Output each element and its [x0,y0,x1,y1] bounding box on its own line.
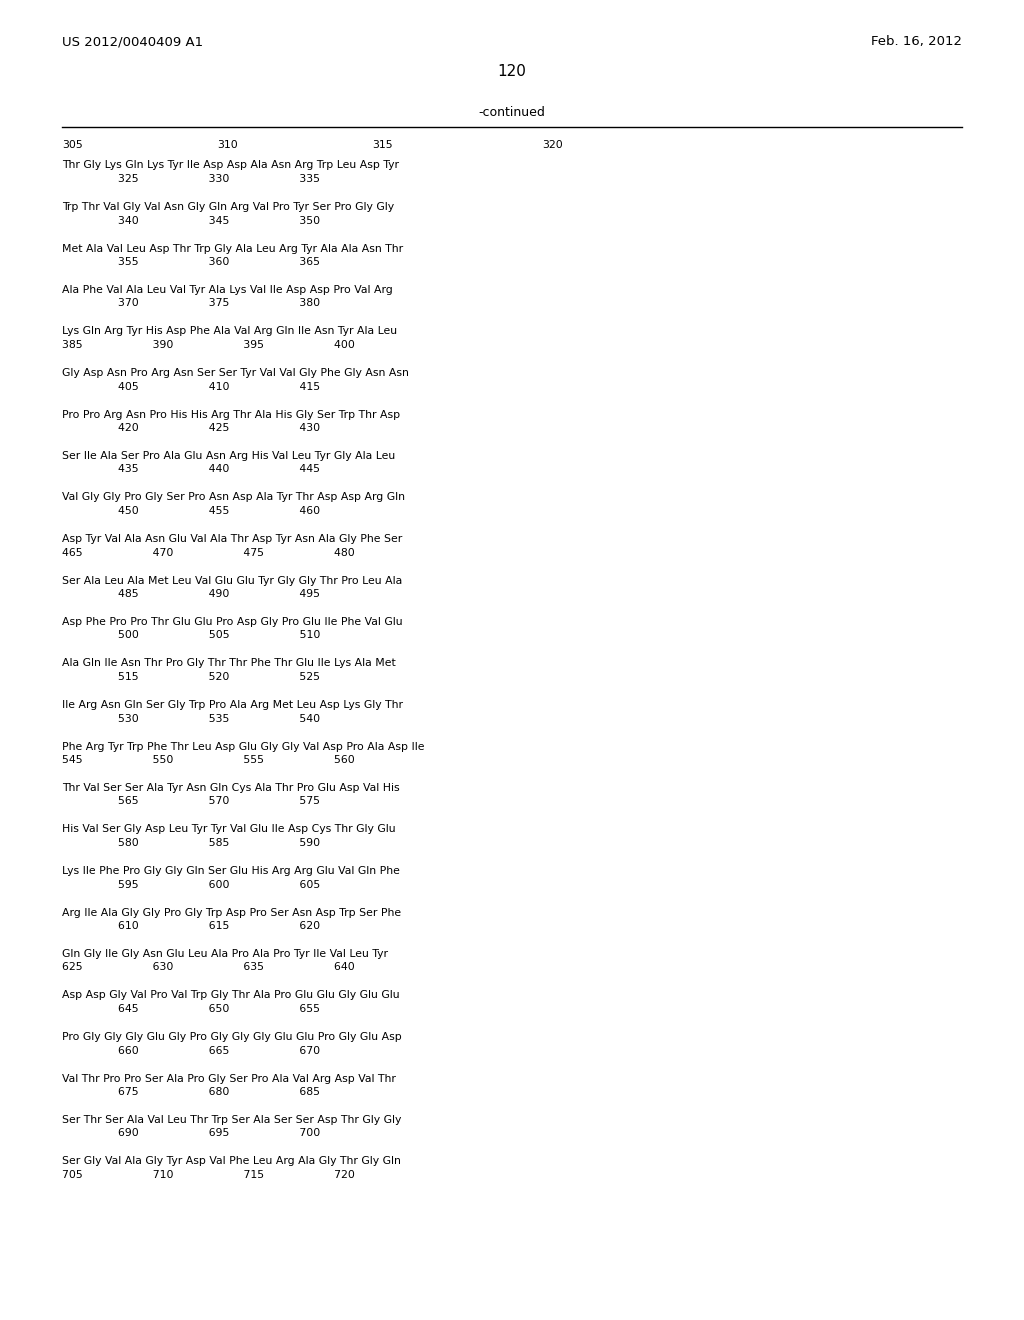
Text: 515                    520                    525: 515 520 525 [62,672,319,682]
Text: Asp Phe Pro Pro Thr Glu Glu Pro Asp Gly Pro Glu Ile Phe Val Glu: Asp Phe Pro Pro Thr Glu Glu Pro Asp Gly … [62,616,402,627]
Text: 645                    650                    655: 645 650 655 [62,1005,319,1014]
Text: Met Ala Val Leu Asp Thr Trp Gly Ala Leu Arg Tyr Ala Ala Asn Thr: Met Ala Val Leu Asp Thr Trp Gly Ala Leu … [62,243,403,253]
Text: 450                    455                    460: 450 455 460 [62,506,321,516]
Text: 315: 315 [372,140,392,150]
Text: 690                    695                    700: 690 695 700 [62,1129,321,1138]
Text: 325                    330                    335: 325 330 335 [62,174,319,183]
Text: 305: 305 [62,140,83,150]
Text: Pro Gly Gly Gly Glu Gly Pro Gly Gly Gly Glu Glu Pro Gly Glu Asp: Pro Gly Gly Gly Glu Gly Pro Gly Gly Gly … [62,1032,401,1041]
Text: Arg Ile Ala Gly Gly Pro Gly Trp Asp Pro Ser Asn Asp Trp Ser Phe: Arg Ile Ala Gly Gly Pro Gly Trp Asp Pro … [62,908,401,917]
Text: 465                    470                    475                    480: 465 470 475 480 [62,548,354,557]
Text: 485                    490                    495: 485 490 495 [62,589,319,599]
Text: 385                    390                    395                    400: 385 390 395 400 [62,341,355,350]
Text: 500                    505                    510: 500 505 510 [62,631,321,640]
Text: Ser Gly Val Ala Gly Tyr Asp Val Phe Leu Arg Ala Gly Thr Gly Gln: Ser Gly Val Ala Gly Tyr Asp Val Phe Leu … [62,1156,400,1167]
Text: Lys Ile Phe Pro Gly Gly Gln Ser Glu His Arg Arg Glu Val Gln Phe: Lys Ile Phe Pro Gly Gly Gln Ser Glu His … [62,866,400,876]
Text: 340                    345                    350: 340 345 350 [62,215,321,226]
Text: 660                    665                    670: 660 665 670 [62,1045,321,1056]
Text: Thr Val Ser Ser Ala Tyr Asn Gln Cys Ala Thr Pro Glu Asp Val His: Thr Val Ser Ser Ala Tyr Asn Gln Cys Ala … [62,783,399,793]
Text: 675                    680                    685: 675 680 685 [62,1086,319,1097]
Text: Ile Arg Asn Gln Ser Gly Trp Pro Ala Arg Met Leu Asp Lys Gly Thr: Ile Arg Asn Gln Ser Gly Trp Pro Ala Arg … [62,700,403,710]
Text: 565                    570                    575: 565 570 575 [62,796,319,807]
Text: Trp Thr Val Gly Val Asn Gly Gln Arg Val Pro Tyr Ser Pro Gly Gly: Trp Thr Val Gly Val Asn Gly Gln Arg Val … [62,202,394,213]
Text: Pro Pro Arg Asn Pro His His Arg Thr Ala His Gly Ser Trp Thr Asp: Pro Pro Arg Asn Pro His His Arg Thr Ala … [62,409,400,420]
Text: US 2012/0040409 A1: US 2012/0040409 A1 [62,36,203,49]
Text: 310: 310 [217,140,238,150]
Text: 420                    425                    430: 420 425 430 [62,422,321,433]
Text: 320: 320 [542,140,563,150]
Text: Feb. 16, 2012: Feb. 16, 2012 [871,36,962,49]
Text: Thr Gly Lys Gln Lys Tyr Ile Asp Asp Ala Asn Arg Trp Leu Asp Tyr: Thr Gly Lys Gln Lys Tyr Ile Asp Asp Ala … [62,161,399,170]
Text: Asp Asp Gly Val Pro Val Trp Gly Thr Ala Pro Glu Glu Gly Glu Glu: Asp Asp Gly Val Pro Val Trp Gly Thr Ala … [62,990,399,1001]
Text: 580                    585                    590: 580 585 590 [62,838,321,847]
Text: Ser Thr Ser Ala Val Leu Thr Trp Ser Ala Ser Ser Asp Thr Gly Gly: Ser Thr Ser Ala Val Leu Thr Trp Ser Ala … [62,1115,401,1125]
Text: Gln Gly Ile Gly Asn Glu Leu Ala Pro Ala Pro Tyr Ile Val Leu Tyr: Gln Gly Ile Gly Asn Glu Leu Ala Pro Ala … [62,949,388,960]
Text: 625                    630                    635                    640: 625 630 635 640 [62,962,354,973]
Text: 435                    440                    445: 435 440 445 [62,465,319,474]
Text: Asp Tyr Val Ala Asn Glu Val Ala Thr Asp Tyr Asn Ala Gly Phe Ser: Asp Tyr Val Ala Asn Glu Val Ala Thr Asp … [62,535,402,544]
Text: -continued: -continued [478,106,546,119]
Text: 120: 120 [498,65,526,79]
Text: 545                    550                    555                    560: 545 550 555 560 [62,755,354,766]
Text: Val Thr Pro Pro Ser Ala Pro Gly Ser Pro Ala Val Arg Asp Val Thr: Val Thr Pro Pro Ser Ala Pro Gly Ser Pro … [62,1073,396,1084]
Text: Ala Phe Val Ala Leu Val Tyr Ala Lys Val Ile Asp Asp Pro Val Arg: Ala Phe Val Ala Leu Val Tyr Ala Lys Val … [62,285,393,294]
Text: 355                    360                    365: 355 360 365 [62,257,319,267]
Text: Phe Arg Tyr Trp Phe Thr Leu Asp Glu Gly Gly Val Asp Pro Ala Asp Ile: Phe Arg Tyr Trp Phe Thr Leu Asp Glu Gly … [62,742,425,751]
Text: Ser Ile Ala Ser Pro Ala Glu Asn Arg His Val Leu Tyr Gly Ala Leu: Ser Ile Ala Ser Pro Ala Glu Asn Arg His … [62,451,395,461]
Text: 405                    410                    415: 405 410 415 [62,381,321,392]
Text: His Val Ser Gly Asp Leu Tyr Tyr Val Glu Ile Asp Cys Thr Gly Glu: His Val Ser Gly Asp Leu Tyr Tyr Val Glu … [62,825,395,834]
Text: 530                    535                    540: 530 535 540 [62,714,321,723]
Text: 610                    615                    620: 610 615 620 [62,921,321,931]
Text: Ser Ala Leu Ala Met Leu Val Glu Glu Tyr Gly Gly Thr Pro Leu Ala: Ser Ala Leu Ala Met Leu Val Glu Glu Tyr … [62,576,402,586]
Text: Val Gly Gly Pro Gly Ser Pro Asn Asp Ala Tyr Thr Asp Asp Arg Gln: Val Gly Gly Pro Gly Ser Pro Asn Asp Ala … [62,492,406,503]
Text: Ala Gln Ile Asn Thr Pro Gly Thr Thr Phe Thr Glu Ile Lys Ala Met: Ala Gln Ile Asn Thr Pro Gly Thr Thr Phe … [62,659,395,668]
Text: 595                    600                    605: 595 600 605 [62,879,321,890]
Text: Lys Gln Arg Tyr His Asp Phe Ala Val Arg Gln Ile Asn Tyr Ala Leu: Lys Gln Arg Tyr His Asp Phe Ala Val Arg … [62,326,397,337]
Text: 370                    375                    380: 370 375 380 [62,298,321,309]
Text: Gly Asp Asn Pro Arg Asn Ser Ser Tyr Val Val Gly Phe Gly Asn Asn: Gly Asp Asn Pro Arg Asn Ser Ser Tyr Val … [62,368,409,378]
Text: 705                    710                    715                    720: 705 710 715 720 [62,1170,355,1180]
